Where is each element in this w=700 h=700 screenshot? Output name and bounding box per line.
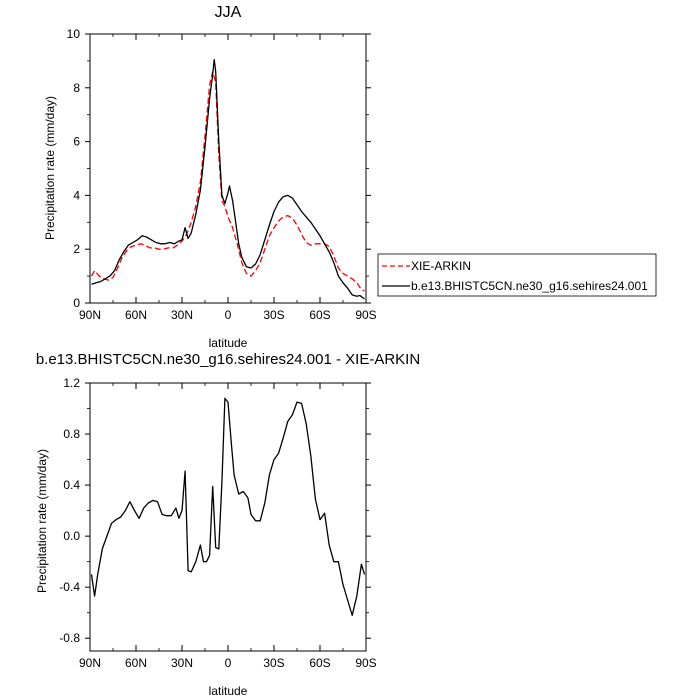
bottom-x-tick-label: 30N — [171, 656, 193, 670]
bottom-y-axis-label: Precipitation rate (mm/day) — [35, 449, 49, 593]
top-series-line-1 — [91, 58, 365, 300]
bottom-axes-group: 90N 60N 30N 0 30S 60S 90S -0.8 -0.4 0.0 0.4 0.8 1.2 — [59, 376, 376, 670]
top-y-tick-label: 2 — [73, 242, 80, 256]
top-x-tick-label: 0 — [225, 308, 232, 322]
top-axes-group: 90N 60N 30N 0 30S 60S 90S 0 2 4 6 8 10 — [67, 27, 377, 322]
top-x-tick-label: 90S — [355, 308, 376, 322]
bottom-y-tick-label: 1.2 — [63, 376, 80, 390]
top-y-tick-label: 10 — [67, 27, 81, 41]
bottom-x-tick-label: 30S — [263, 656, 284, 670]
top-x-tick-label: 60N — [125, 308, 147, 322]
legend-box — [377, 253, 657, 297]
legend-label-xie-arkin: XIE-ARKIN — [411, 259, 471, 273]
bottom-panel: b.e13.BHISTC5CN.ne30_g16.sehires24.001 -… — [35, 351, 420, 698]
bottom-x-tick-label: 90S — [355, 656, 376, 670]
top-chart-title: JJA — [215, 4, 242, 21]
top-x-tick-label: 30N — [171, 308, 193, 322]
top-y-tick-label: 6 — [73, 135, 80, 149]
bottom-y-tick-label: 0.8 — [63, 427, 80, 441]
top-x-tick-label: 30S — [263, 308, 284, 322]
legend-label-model: b.e13.BHISTC5CN.ne30_g16.sehires24.001 — [411, 279, 648, 293]
top-plot-frame — [89, 33, 367, 304]
bottom-x-tick-label: 0 — [225, 656, 232, 670]
legend: XIE-ARKIN b.e13.BHISTC5CN.ne30_g16.sehir… — [377, 253, 657, 297]
top-panel: JJA Precipitation rate (mm/day) latitude… — [43, 4, 377, 350]
bottom-x-tick-label: 60N — [125, 656, 147, 670]
top-y-tick-label: 8 — [73, 81, 80, 95]
bottom-chart-title: b.e13.BHISTC5CN.ne30_g16.sehires24.001 -… — [36, 351, 420, 368]
bottom-y-tick-label: -0.4 — [59, 580, 80, 594]
bottom-x-tick-label: 90N — [79, 656, 101, 670]
bottom-y-tick-label: 0.0 — [63, 529, 80, 543]
bottom-series-group — [90, 397, 366, 616]
bottom-y-tick-label: 0.4 — [63, 478, 80, 492]
bottom-x-axis-label: latitude — [209, 684, 248, 698]
top-y-tick-label: 0 — [73, 296, 80, 310]
bottom-x-tick-label: 60S — [309, 656, 330, 670]
top-series-line-0 — [90, 71, 365, 292]
top-x-tick-label: 90N — [79, 308, 101, 322]
top-y-axis-label: Precipitation rate (mm/day) — [43, 96, 57, 240]
top-x-tick-label: 60S — [309, 308, 330, 322]
bottom-y-tick-label: -0.8 — [59, 631, 80, 645]
top-y-tick-label: 4 — [73, 188, 80, 202]
bottom-series-line-0 — [90, 397, 366, 616]
top-x-axis-label: latitude — [209, 336, 248, 350]
top-series-group — [90, 58, 365, 300]
